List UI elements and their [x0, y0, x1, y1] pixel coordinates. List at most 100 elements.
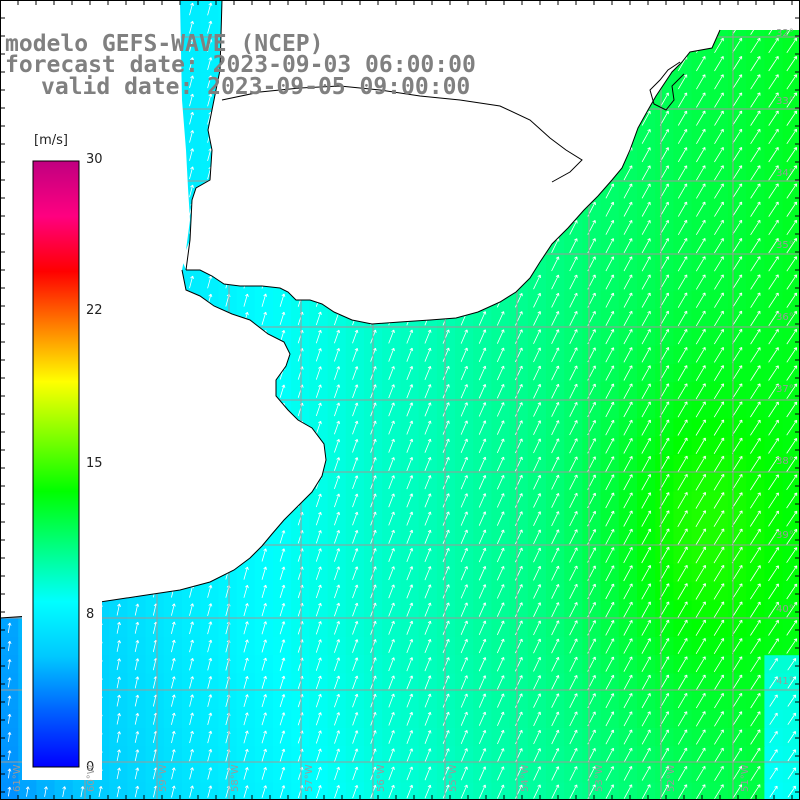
wind-arrow	[677, 74, 688, 90]
wind-cell	[655, 254, 674, 274]
wind-arrow	[189, 93, 194, 107]
wind-arrow	[207, 275, 213, 289]
wind-cell	[618, 709, 638, 729]
wind-cell	[728, 509, 747, 529]
wind-arrow	[605, 766, 615, 781]
wind-cell	[600, 345, 620, 365]
wind-arrow	[768, 128, 779, 145]
wind-arrow	[732, 674, 743, 691]
wind-arrow	[442, 493, 450, 508]
wind-cell	[527, 418, 547, 438]
wind-arrow	[641, 656, 651, 672]
wind-arrow	[714, 183, 724, 199]
wind-arrow	[134, 640, 140, 652]
wind-arrow	[695, 619, 706, 636]
wind-arrow	[406, 329, 414, 344]
wind-arrow	[315, 348, 322, 362]
wind-arrow	[279, 766, 286, 780]
wind-arrow	[478, 693, 487, 708]
wind-arrow	[750, 747, 761, 763]
wind-arrow	[189, 603, 194, 616]
wind-cell	[527, 309, 547, 329]
coastline	[0, 269, 327, 619]
wind-arrow	[732, 692, 743, 709]
wind-arrow	[334, 766, 340, 781]
wind-arrow	[315, 566, 322, 580]
wind-cell	[618, 364, 638, 383]
wind-cell	[764, 709, 784, 729]
wind-cell	[764, 382, 784, 401]
wind-arrow	[496, 584, 505, 599]
wind-cell	[637, 709, 656, 729]
wind-arrow	[424, 420, 432, 435]
wind-cell	[600, 455, 620, 474]
wind-arrow	[695, 564, 706, 582]
wind-arrow	[696, 147, 706, 163]
wind-arrow	[695, 365, 706, 381]
wind-arrow	[442, 566, 450, 581]
wind-cell	[600, 236, 620, 256]
wind-arrow	[352, 493, 359, 508]
wind-arrow	[749, 565, 761, 582]
wind-cell	[655, 436, 674, 456]
wind-arrow	[261, 675, 267, 689]
wind-arrow	[623, 492, 633, 509]
wind-arrow	[334, 602, 341, 617]
wind-cell	[618, 291, 638, 310]
wind-arrow	[424, 766, 432, 781]
wind-arrow	[424, 384, 432, 399]
wind-cell	[746, 436, 765, 456]
wind-arrow	[171, 676, 176, 689]
wind-cell	[691, 273, 711, 292]
wind-arrow	[569, 383, 578, 399]
wind-cell	[655, 182, 674, 201]
wind-arrow	[478, 675, 487, 690]
wind-cell	[618, 564, 638, 583]
wind-arrow	[750, 328, 761, 345]
wind-arrow	[497, 748, 505, 763]
wind-cell	[546, 509, 565, 529]
wind-arrow	[7, 732, 12, 742]
wind-cell	[618, 582, 638, 602]
wind-arrow	[388, 402, 395, 417]
wind-arrow	[7, 750, 12, 761]
wind-arrow	[352, 766, 359, 781]
colorbar-tick-label: 30	[86, 152, 103, 167]
wind-cell	[728, 218, 747, 238]
wind-arrow	[605, 474, 615, 491]
wind-arrow	[641, 219, 651, 235]
wind-arrow	[750, 165, 761, 181]
wind-cell	[691, 364, 711, 383]
wind-arrow	[424, 456, 432, 472]
wind-cell	[637, 618, 656, 638]
wind-arrow	[315, 329, 322, 344]
wind-arrow	[677, 219, 688, 235]
wind-arrow	[677, 711, 688, 727]
wind-cell	[673, 564, 693, 583]
wind-arrow	[569, 529, 578, 545]
wind-arrow	[551, 620, 560, 636]
wind-cell	[600, 273, 620, 292]
wind-arrow	[659, 147, 669, 163]
wind-arrow	[569, 602, 578, 618]
wind-arrow	[442, 456, 450, 472]
wind-cell	[673, 637, 693, 656]
wind-arrow	[714, 747, 724, 763]
wind-arrow	[424, 365, 432, 381]
wind-cell	[673, 600, 693, 620]
wind-arrow	[696, 110, 706, 126]
wind-arrow	[714, 274, 724, 290]
wind-arrow	[442, 420, 450, 435]
wind-cell	[728, 91, 747, 110]
wind-cell	[691, 582, 711, 602]
wind-arrow	[659, 92, 669, 108]
wind-arrow	[352, 784, 359, 799]
wind-cell	[673, 91, 693, 110]
wind-arrow	[732, 328, 743, 345]
wind-arrow	[623, 583, 633, 600]
wind-arrow	[677, 110, 688, 126]
wind-cell	[582, 364, 602, 383]
wind-arrow	[750, 784, 761, 800]
wind-arrow	[424, 438, 432, 453]
wind-cell	[582, 546, 602, 565]
